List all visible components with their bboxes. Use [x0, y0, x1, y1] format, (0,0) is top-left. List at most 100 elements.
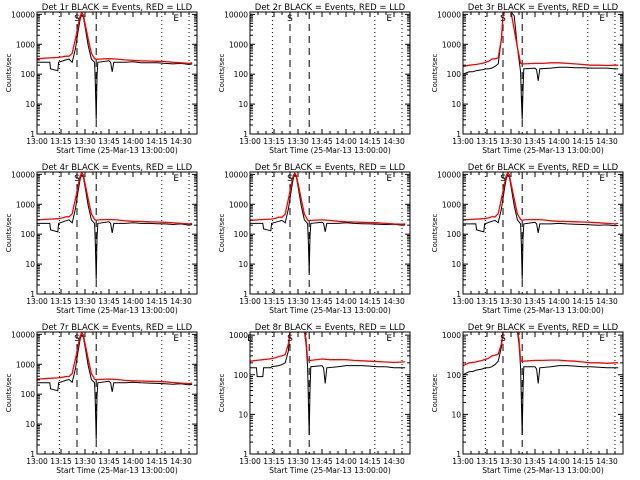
time-marker-letter: S — [74, 334, 80, 344]
x-tick-label: 13:00 — [239, 297, 261, 306]
panel-6: 13:00 13:15 13:30 13:45 14:00 14:15 14:30 1 10 10… — [431, 163, 624, 315]
x-axis-label: Start Time (25-Mar-13 13:00:00) — [269, 146, 391, 155]
y-tick-label: 10000 — [11, 170, 35, 179]
x-axis-label: Start Time (25-Mar-13 13:00:00) — [482, 306, 604, 315]
y-tick-label: 100 — [234, 70, 249, 79]
plot-frame — [36, 331, 198, 455]
events-series-line — [250, 332, 406, 436]
x-tick-label: 14:30 — [383, 137, 405, 146]
panel-title: Det 3r BLACK = Events, RED = LLD — [468, 3, 619, 13]
x-tick-label: 13:45 — [311, 137, 333, 146]
panel-1: 13:00 13:15 13:30 13:45 14:00 14:15 14:30 1 10 10… — [5, 3, 198, 155]
x-axis-label: Start Time (25-Mar-13 13:00:00) — [482, 466, 604, 475]
y-tick-label: 100 — [234, 371, 249, 380]
y-tick-label: 1 — [456, 450, 461, 459]
x-tick-label: 14:15 — [146, 297, 168, 306]
x-tick-label: 13:00 — [452, 457, 474, 466]
x-tick-label: 13:15 — [263, 297, 285, 306]
time-marker-letter: S — [500, 14, 506, 24]
plot-frame — [249, 331, 411, 455]
x-tick-label: 13:15 — [476, 457, 498, 466]
y-axis-label: Counts/sec — [218, 374, 226, 413]
time-marker-letter: E — [173, 174, 179, 184]
x-tick-label: 13:00 — [26, 137, 48, 146]
y-axis-label: Counts/sec — [431, 214, 439, 253]
y-tick-label: 10 — [25, 260, 35, 269]
panel-title: Det 9r BLACK = Events, RED = LLD — [468, 323, 619, 333]
x-tick-label: 13:00 — [239, 137, 261, 146]
panel-4: 13:00 13:15 13:30 13:45 14:00 14:15 14:30 1 10 10… — [5, 163, 198, 315]
x-tick-label: 13:45 — [524, 297, 546, 306]
y-axis-label: Counts/sec — [5, 374, 13, 413]
x-tick-label: 13:15 — [263, 137, 285, 146]
x-tick-label: 14:15 — [146, 137, 168, 146]
y-tick-label: 1000 — [442, 40, 461, 49]
x-tick-label: 13:15 — [476, 297, 498, 306]
lld-series-line — [250, 172, 406, 225]
lld-series-line — [463, 332, 619, 367]
panel-title: Det 6r BLACK = Events, RED = LLD — [468, 163, 619, 173]
x-axis-label: Start Time (25-Mar-13 13:00:00) — [269, 306, 391, 315]
y-tick-label: 1 — [30, 130, 35, 139]
panel-title: Det 5r BLACK = Events, RED = LLD — [255, 163, 406, 173]
time-marker-letter: E — [599, 14, 605, 24]
plot-frame — [462, 331, 624, 455]
y-tick-label: 10 — [238, 260, 248, 269]
y-tick-label: 100 — [447, 230, 462, 239]
lld-series-line — [37, 172, 193, 225]
x-tick-label: 14:15 — [146, 457, 168, 466]
y-tick-label: 10 — [451, 260, 461, 269]
y-tick-label: 10000 — [224, 10, 248, 19]
lld-series-line — [37, 332, 193, 385]
time-marker-letter: E — [247, 334, 253, 344]
plot-frame — [249, 11, 411, 135]
time-marker-letter: S — [500, 174, 506, 184]
x-tick-label: 13:00 — [239, 457, 261, 466]
y-tick-label: 1000 — [229, 200, 248, 209]
y-tick-label: 100 — [21, 70, 36, 79]
events-series-line — [37, 333, 193, 440]
y-tick-label: 100 — [234, 230, 249, 239]
x-tick-label: 14:15 — [572, 457, 594, 466]
x-axis-label: Start Time (25-Mar-13 13:00:00) — [269, 466, 391, 475]
y-tick-label: 1 — [243, 450, 248, 459]
y-axis-label: Counts/sec — [431, 54, 439, 93]
x-tick-label: 13:00 — [26, 457, 48, 466]
y-tick-label: 10000 — [437, 10, 461, 19]
y-tick-label: 1000 — [16, 40, 35, 49]
y-axis-label: Counts/sec — [5, 214, 13, 253]
y-tick-label: 1000 — [442, 200, 461, 209]
time-marker-letter: E — [173, 14, 179, 24]
time-marker-letter: S — [74, 14, 80, 24]
panel-title: Det 2r BLACK = Events, RED = LLD — [255, 3, 406, 13]
y-axis-label: Counts/sec — [5, 54, 13, 93]
x-tick-label: 13:30 — [74, 137, 96, 146]
panel-8: 13:00 13:15 13:30 13:45 14:00 14:15 14:30 1 10 10… — [218, 323, 411, 475]
panel-9: 13:00 13:15 13:30 13:45 14:00 14:15 14:30 1 10 10… — [431, 323, 624, 475]
x-tick-label: 13:00 — [452, 137, 474, 146]
y-tick-label: 10 — [25, 100, 35, 109]
y-tick-label: 1000 — [229, 40, 248, 49]
time-marker-letter: S — [287, 174, 293, 184]
x-tick-label: 14:15 — [359, 457, 381, 466]
panel-5: 13:00 13:15 13:30 13:45 14:00 14:15 14:30 1 10 10… — [218, 163, 411, 315]
y-tick-label: 10 — [451, 410, 461, 419]
plot-frame — [462, 11, 624, 135]
plot-frame — [36, 171, 198, 295]
x-tick-label: 14:15 — [359, 297, 381, 306]
time-marker-letter: E — [386, 334, 392, 344]
y-tick-label: 10000 — [437, 170, 461, 179]
x-tick-label: 13:45 — [311, 297, 333, 306]
panel-3: 13:00 13:15 13:30 13:45 14:00 14:15 14:30 1 10 10… — [431, 3, 624, 155]
plot-frame — [462, 171, 624, 295]
x-tick-label: 14:15 — [572, 137, 594, 146]
x-tick-label: 14:00 — [122, 457, 144, 466]
time-marker-letter: E — [386, 174, 392, 184]
y-tick-label: 10 — [238, 100, 248, 109]
plot-frame — [36, 11, 198, 135]
x-tick-label: 13:30 — [287, 457, 309, 466]
x-axis-label: Start Time (25-Mar-13 13:00:00) — [482, 146, 604, 155]
y-tick-label: 1000 — [16, 360, 35, 369]
x-tick-label: 14:15 — [572, 297, 594, 306]
